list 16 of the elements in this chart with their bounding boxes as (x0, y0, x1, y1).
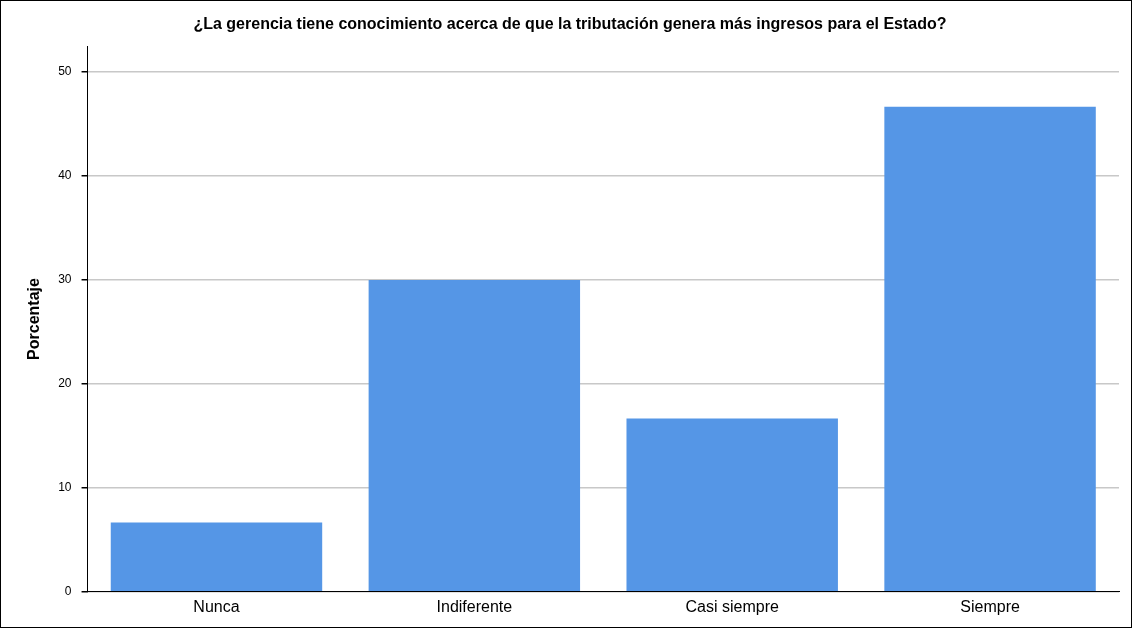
bar (884, 106, 1096, 592)
y-tick-label: 0 (64, 584, 72, 599)
x-tick-label: Siempre (960, 597, 1020, 615)
bar (368, 280, 581, 592)
y-tick-label: 50 (58, 64, 72, 79)
bar (110, 522, 323, 592)
x-tick-label: Indiferente (436, 597, 513, 615)
y-tick-label: 10 (58, 480, 72, 495)
bar (626, 418, 838, 592)
chart-title: ¿La gerencia tiene conocimiento acerca de que la tributación genera más ingresos para el Estado? (193, 15, 947, 33)
y-tick-label: 40 (58, 168, 72, 183)
x-tick-label: Casi siempre (685, 597, 779, 615)
y-axis-title: Porcentaje (25, 277, 43, 360)
y-tick-label: 30 (58, 272, 72, 287)
y-tick-label: 20 (58, 376, 72, 391)
x-tick-label: Nunca (193, 597, 240, 615)
